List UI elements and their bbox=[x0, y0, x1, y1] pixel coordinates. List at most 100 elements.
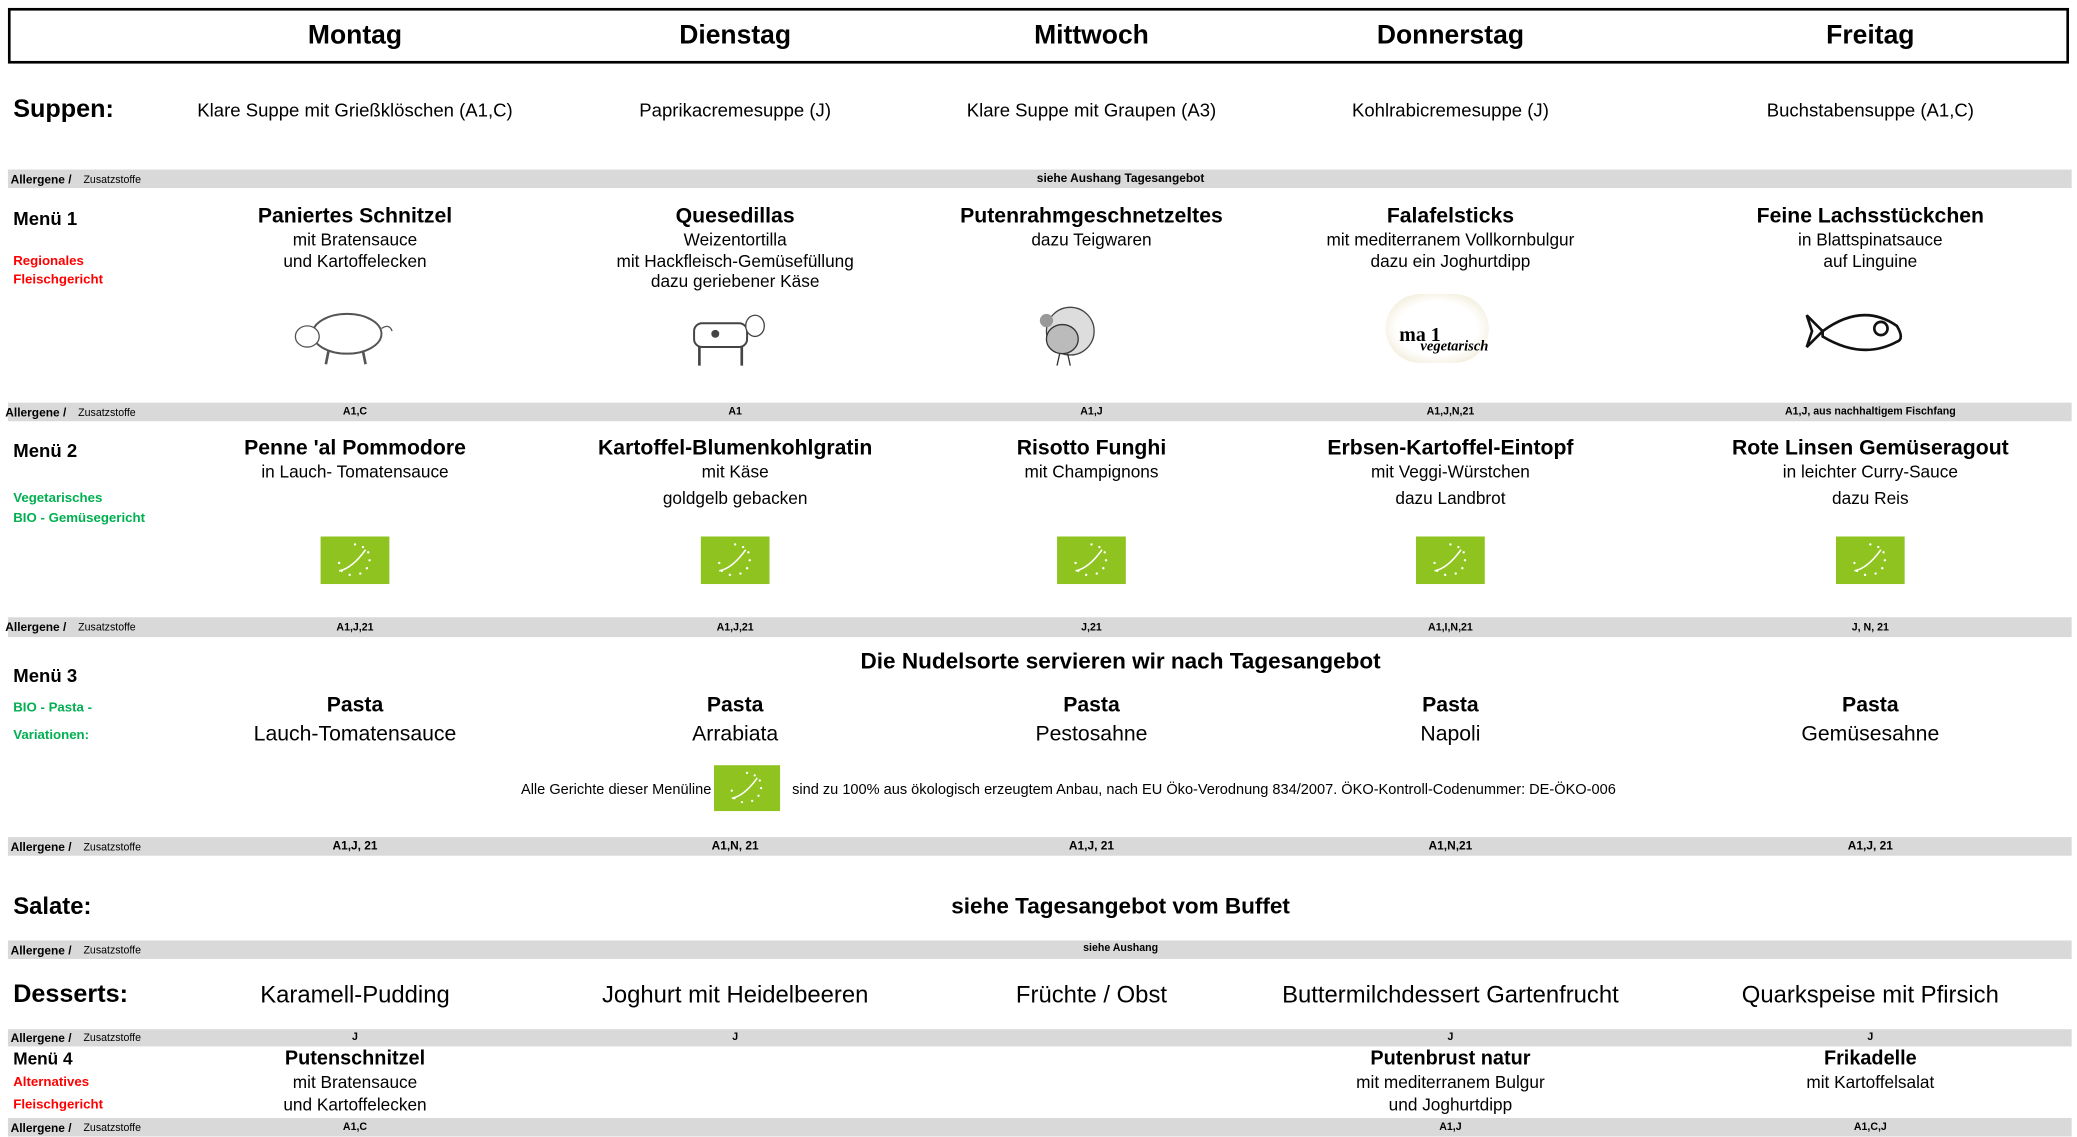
menu2-line: dazu Landbrot bbox=[1395, 488, 1506, 508]
ma1-logo-text: vegetarisch bbox=[1420, 338, 1489, 355]
menu1-line: mit Hackfleisch-Gemüsefüllung bbox=[616, 251, 854, 271]
menu1-line: und Kartoffelecken bbox=[283, 251, 427, 271]
allergen-text: A1,J bbox=[1439, 1120, 1462, 1133]
menu3-title: Pasta bbox=[1842, 694, 1899, 717]
menu1-line: mit mediterranem Vollkornbulgur bbox=[1326, 229, 1575, 250]
allergen-label-small: Zusatzstoffe bbox=[83, 173, 141, 186]
row-label: Menü 1 bbox=[13, 207, 78, 230]
bio-note: Alle Gerichte dieser Menüline bbox=[520, 782, 712, 799]
allergen-text: siehe Aushang Tagesangebot bbox=[1036, 171, 1205, 185]
menu-sublabel: Vegetarisches bbox=[13, 491, 103, 506]
row-label: Desserts: bbox=[13, 980, 128, 1009]
ma1-logo bbox=[1385, 294, 1489, 363]
eu-bio-logo bbox=[713, 765, 781, 812]
menu2-line: in Lauch- Tomatensauce bbox=[261, 461, 449, 482]
allergen-text: J bbox=[1867, 1030, 1874, 1043]
menu4-line: und Kartoffelecken bbox=[283, 1094, 427, 1115]
allergen-label: Allergene / bbox=[10, 840, 72, 854]
allergen-text: A1,J, 21 bbox=[1068, 839, 1115, 853]
soup-item: Buchstabensuppe (A1,C) bbox=[1766, 99, 1974, 121]
menu-sublabel: Regionales bbox=[13, 254, 84, 269]
menu-sublabel: Fleischgericht bbox=[13, 272, 104, 288]
menu-sublabel: Alternatives bbox=[13, 1075, 90, 1091]
allergen-text: J bbox=[1447, 1030, 1454, 1043]
day-header: Montag bbox=[307, 21, 403, 51]
menu3-title: Pasta bbox=[1063, 694, 1120, 717]
salad-text: siehe Tagesangebot vom Buffet bbox=[951, 893, 1290, 919]
menu4-line: mit mediterranem Bulgur bbox=[1356, 1072, 1545, 1093]
allergen-text: A1,J, 21 bbox=[332, 839, 378, 853]
menu3-title: Pasta bbox=[326, 694, 384, 717]
allergen-bar bbox=[7, 402, 2072, 422]
row-label: Menü 3 bbox=[13, 664, 78, 687]
menu2-title: Penne 'al Pommodore bbox=[244, 437, 466, 460]
row-label: Menü 4 bbox=[13, 1048, 73, 1069]
menu3-headline: Die Nudelsorte servieren wir nach Tagesa… bbox=[860, 648, 1381, 674]
allergen-bar bbox=[7, 1117, 2072, 1137]
menu-sublabel: Fleischgericht bbox=[13, 1098, 104, 1113]
day-header: Dienstag bbox=[679, 21, 792, 51]
menu1-line: dazu geriebener Käse bbox=[650, 270, 820, 291]
soup-item: Paprikacremesuppe (J) bbox=[639, 99, 832, 121]
allergen-text: A1,J bbox=[1080, 405, 1103, 418]
menu4-title: Putenschnitzel bbox=[284, 1047, 426, 1070]
menu1-line: mit Bratensauce bbox=[292, 229, 418, 250]
turkey-icon bbox=[1039, 306, 1095, 366]
allergen-label: Allergene / bbox=[5, 620, 67, 634]
menu2-title: Kartoffel-Blumenkohlgratin bbox=[597, 437, 873, 460]
dessert-item: Karamell-Pudding bbox=[260, 981, 450, 1009]
menu1-title: Putenrahmgeschnetzeltes bbox=[960, 205, 1223, 228]
allergen-text: A1,J, 21 bbox=[1847, 839, 1893, 853]
menu1-line: Weizentortilla bbox=[683, 229, 787, 250]
menu3-line: Arrabiata bbox=[692, 723, 779, 746]
allergen-text: A1,J,N,21 bbox=[1426, 405, 1475, 418]
eu-bio-logo bbox=[1415, 536, 1485, 585]
header-box bbox=[7, 7, 2070, 64]
menu1-line: in Blattspinatsauce bbox=[1798, 229, 1943, 250]
menu4-line: und Joghurtdipp bbox=[1388, 1094, 1513, 1115]
menu-sublabel: BIO - Gemüsegericht bbox=[13, 511, 146, 526]
eu-bio-logo bbox=[700, 536, 770, 585]
menu3-line: Pestosahne bbox=[1035, 723, 1148, 746]
soup-item: Kohlrabicremesuppe (J) bbox=[1352, 99, 1549, 121]
menu1-title: Falafelsticks bbox=[1386, 205, 1515, 228]
menu2-line: mit Champignons bbox=[1024, 461, 1159, 482]
pig-icon bbox=[294, 312, 393, 365]
menu2-line: mit Veggi-Würstchen bbox=[1371, 461, 1530, 482]
menu3-line: Lauch-Tomatensauce bbox=[253, 723, 457, 746]
allergen-text: A1,C bbox=[342, 405, 368, 418]
allergen-bar bbox=[7, 940, 2072, 960]
menu1-line: dazu Teigwaren bbox=[1031, 229, 1152, 250]
allergen-bar bbox=[7, 837, 2072, 856]
menu1-title: Quesedillas bbox=[675, 205, 795, 228]
eu-bio-logo bbox=[1057, 536, 1126, 585]
allergen-label-small: Zusatzstoffe bbox=[78, 406, 136, 419]
allergen-text: A1,J,21 bbox=[716, 621, 754, 634]
fish-icon bbox=[1805, 313, 1903, 352]
bio-note: sind zu 100% aus ökologisch erzeugtem An… bbox=[792, 782, 1616, 799]
allergen-label: Allergene / bbox=[10, 1121, 72, 1135]
dessert-item: Quarkspeise mit Pfirsich bbox=[1741, 981, 1999, 1009]
eu-bio-logo bbox=[320, 536, 390, 585]
day-header: Mittwoch bbox=[1034, 21, 1149, 51]
allergen-text: siehe Aushang bbox=[1083, 941, 1159, 954]
allergen-label-small: Zusatzstoffe bbox=[83, 1031, 141, 1044]
menu3-title: Pasta bbox=[706, 694, 764, 717]
menu3-line: Gemüsesahne bbox=[1801, 723, 1940, 746]
menu4-line: mit Kartoffelsalat bbox=[1806, 1072, 1935, 1093]
dessert-item: Joghurt mit Heidelbeeren bbox=[601, 981, 869, 1009]
menu-sublabel: Variationen: bbox=[13, 728, 90, 744]
day-header: Freitag bbox=[1826, 21, 1915, 51]
allergen-text: A1,C,J bbox=[1853, 1120, 1887, 1133]
menu1-title: Paniertes Schnitzel bbox=[257, 205, 453, 228]
allergen-label: Allergene / bbox=[10, 172, 72, 187]
allergen-label-small: Zusatzstoffe bbox=[83, 944, 141, 957]
allergen-text: A1,J,21 bbox=[336, 621, 374, 634]
day-header: Donnerstag bbox=[1376, 21, 1525, 51]
allergen-bar bbox=[7, 1029, 2072, 1047]
menu1-line: auf Linguine bbox=[1823, 251, 1918, 271]
row-label: Suppen: bbox=[13, 96, 114, 124]
allergen-label-small: Zusatzstoffe bbox=[83, 1121, 141, 1134]
allergen-text: J,21 bbox=[1081, 621, 1102, 634]
